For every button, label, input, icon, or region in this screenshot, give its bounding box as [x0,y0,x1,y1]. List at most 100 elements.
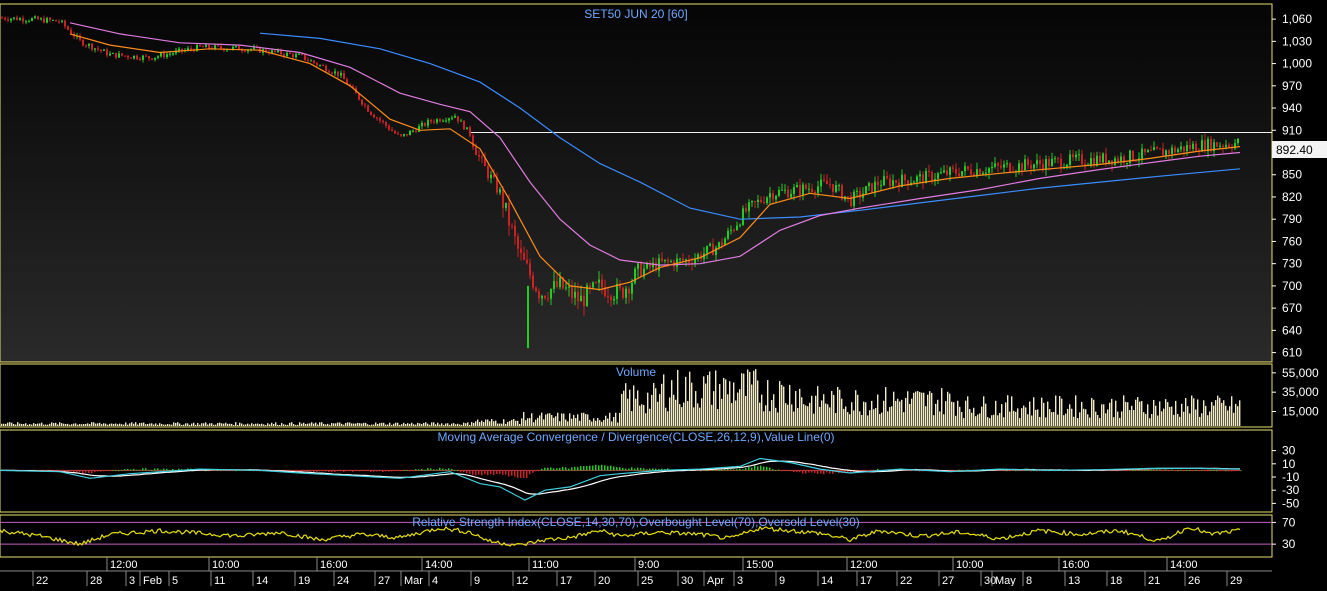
volume-bar [137,424,139,426]
macd-hist-bar [1231,470,1233,472]
volume-bar [547,413,549,426]
macd-tick-label: 10 [1282,457,1296,471]
price-panel[interactable] [0,3,1273,363]
volume-bar [457,423,459,426]
volume-bar [79,423,81,426]
candle-body [88,43,90,46]
candle-body [1018,163,1020,172]
candle-body [709,243,711,246]
volume-bar [939,411,941,426]
volume-bar [1061,398,1063,426]
macd-hist-bar [796,470,798,473]
candle-body [565,287,567,289]
volume-bar [171,424,173,426]
candle-body [559,277,561,287]
candle-body [55,19,57,22]
volume-bar [1165,399,1167,426]
volume-bar [883,400,885,426]
candle-body [307,60,309,62]
candle-body [943,170,945,173]
volume-bar [271,422,273,426]
macd-hist-bar [622,467,624,471]
volume-bar [1083,408,1085,426]
candle-body [352,86,354,89]
rsi-title: Relative Strength Index(CLOSE,14,30,70),… [412,515,860,529]
volume-bar [405,424,407,426]
volume-bar [1013,410,1015,426]
volume-title: Volume [616,365,656,379]
macd-hist-bar [295,470,297,472]
volume-bar [279,424,281,426]
volume-bar [1167,402,1169,426]
candle-body [139,59,141,61]
volume-bar [225,422,227,426]
volume-bar [879,414,881,426]
volume-bar [1001,404,1003,426]
volume-bar [1069,404,1071,426]
volume-bar [1023,405,1025,426]
x-tick-label-date: 26 [1188,575,1200,586]
volume-bar [1047,401,1049,426]
candle-body [679,258,681,260]
volume-bar [399,424,401,426]
volume-bar [1091,397,1093,426]
macd-hist-bar [67,470,69,473]
macd-hist-bar [733,469,735,471]
macd-hist-bar [919,470,921,472]
volume-bar [1071,408,1073,426]
macd-hist-bar [352,470,354,472]
candle-body [1024,159,1026,171]
volume-bar [229,423,231,426]
candle-body [730,229,732,231]
volume-bar [819,406,821,426]
volume-bar [1171,406,1173,426]
volume-bar [55,422,57,426]
candle-body [124,55,126,57]
candle-body [817,186,819,194]
volume-bar [711,404,713,426]
macd-hist-bar [1015,470,1017,472]
candle-body [421,122,423,127]
volume-bar [701,398,703,426]
volume-bar [307,423,309,426]
candle-body [544,295,546,299]
macd-hist-bar [448,468,450,471]
volume-bar [283,424,285,426]
candle-body [802,184,804,195]
volume-bar [635,398,637,426]
volume-bar [617,422,619,426]
macd-hist-bar [1177,470,1179,472]
volume-bar [1187,406,1189,426]
volume-bar [455,424,457,426]
volume-bar [1009,411,1011,426]
macd-hist-bar [397,470,399,472]
volume-bar [81,424,83,426]
price-tick-label: 1,030 [1282,34,1312,48]
volume-bar [7,422,9,426]
price-tick-label: 910 [1282,123,1302,137]
x-tick-label-date: 9 [779,575,785,586]
macd-hist-bar [724,469,726,471]
macd-panel[interactable] [0,429,1273,513]
volume-bar [501,423,503,426]
volume-bar [749,371,751,426]
volume-bar [99,422,101,426]
volume-bar [723,377,725,426]
volume-bar [767,380,769,426]
macd-hist-bar [529,470,531,475]
volume-bar [1093,399,1095,426]
macd-hist-bar [625,468,627,471]
volume-bar [1235,403,1237,426]
volume-bar [37,423,39,426]
macd-hist-bar [79,470,81,473]
macd-hist-bar [394,470,396,472]
candle-body [436,119,438,123]
candle-body [454,116,456,118]
volume-bar [745,395,747,426]
volume-bar [1183,411,1185,426]
volume-bar [963,418,965,426]
candle-body [790,193,792,198]
macd-hist-bar [1138,469,1140,471]
volume-bar [665,407,667,426]
